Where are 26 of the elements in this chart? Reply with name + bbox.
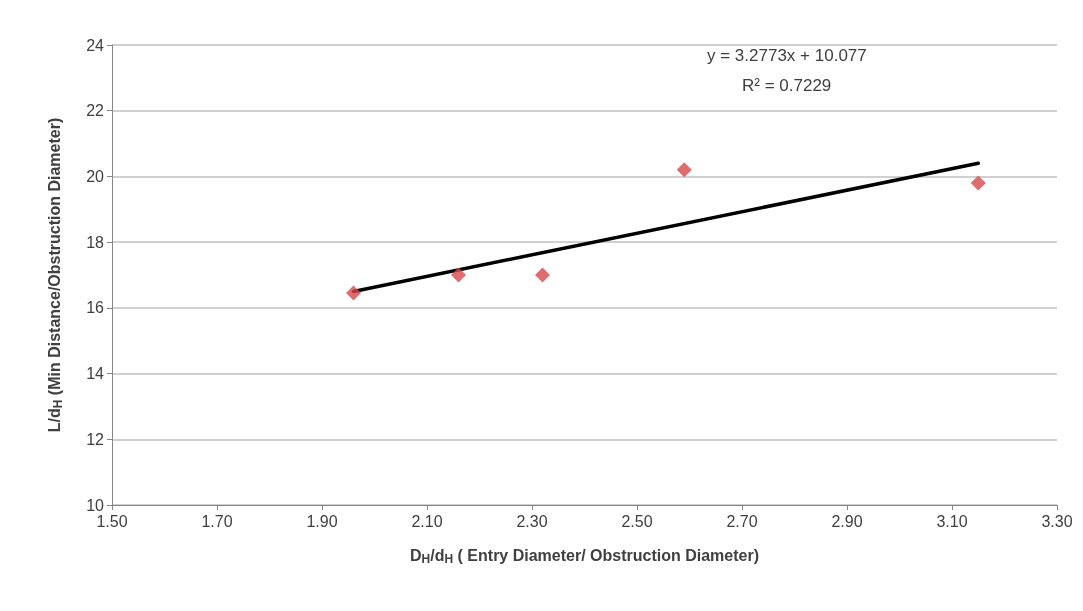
x-tick-label: 3.10	[936, 512, 968, 530]
x-tick-label: 2.90	[831, 512, 863, 530]
point	[535, 267, 550, 283]
y-tick-label: 24	[86, 36, 105, 54]
x-tick-label: 1.50	[96, 512, 128, 530]
point	[451, 267, 466, 283]
annotation: R² = 0.7229	[742, 76, 832, 95]
y-tick-label: 16	[86, 299, 105, 317]
y-tick-label: 12	[86, 430, 105, 448]
annotation: y = 3.2773x + 10.077	[707, 46, 867, 65]
y-tick-label: 20	[86, 167, 105, 185]
point	[346, 285, 361, 301]
x-tick-label: 1.90	[306, 512, 338, 530]
x-tick-label: 3.30	[1041, 512, 1073, 530]
y-tick-label: 22	[86, 102, 105, 120]
x-tick-label: 2.10	[411, 512, 443, 530]
x-tick-label: 2.30	[516, 512, 548, 530]
x-tick-label: 2.70	[726, 512, 758, 530]
y-tick-label: 10	[86, 496, 105, 514]
y-axis-title: L/dH (Min Distance/Obstruction Diameter)	[45, 117, 65, 433]
y-tick-label: 14	[86, 365, 105, 383]
point	[970, 175, 986, 191]
point	[676, 162, 692, 178]
y-tick-label: 18	[86, 233, 105, 251]
x-tick-label: 1.70	[201, 512, 233, 530]
x-tick-label: 2.50	[621, 512, 653, 530]
